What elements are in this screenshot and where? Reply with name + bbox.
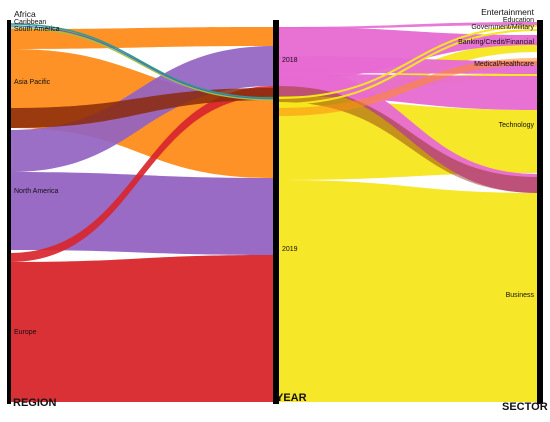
flow-2018-banking-orange (278, 58, 538, 116)
axis-bars (7, 20, 543, 404)
region-label-caribbean: Caribbean (14, 19, 46, 26)
flow-2018-entertainment (278, 22, 538, 29)
flow-2019-technology (278, 100, 538, 180)
flow-2018-business-dark (278, 86, 538, 193)
region-label-north-america: North America (14, 188, 58, 195)
axis-title-sector: SECTOR (502, 401, 548, 413)
region-axis-bar (7, 20, 11, 404)
flow-2018-education-line (277, 25, 539, 99)
sector-label-medical: Medical/Healthcare (474, 61, 534, 68)
axis-title-year: YEAR (276, 392, 307, 404)
flow-europe-2019 (10, 255, 274, 402)
flow-north-america-2019 (10, 172, 274, 255)
year-axis-bar (273, 20, 279, 404)
year-label-2018: 2018 (282, 57, 298, 64)
region-labels: Africa Caribbean South America Asia Paci… (14, 9, 60, 336)
flow-2018-business-2 (278, 66, 538, 193)
sector-labels: Entertainment Education Government/Milit… (458, 7, 535, 299)
sector-label-business: Business (506, 292, 535, 299)
sector-label-education: Education (503, 17, 534, 24)
flow-2019-government-line (277, 29, 539, 105)
flow-africa-2018 (9, 23, 275, 99)
flow-asia-pacific-2018-dark (10, 88, 274, 128)
flow-europe-2018 (10, 86, 274, 262)
flow-2019-business (278, 180, 538, 402)
region-label-asia-pacific: Asia Pacific (14, 79, 51, 86)
flows (9, 22, 539, 402)
year-labels: 2018 2019 (282, 57, 298, 253)
sector-label-government-military: Government/Military (471, 24, 534, 31)
region-label-europe: Europe (14, 329, 37, 336)
flow-south-america-2018 (9, 27, 275, 101)
year-label-2019: 2019 (282, 246, 298, 253)
region-label-south-america: South America (14, 26, 60, 33)
sector-label-technology: Technology (499, 122, 535, 129)
sector-axis-bar (537, 20, 543, 404)
sector-label-banking: Banking/Credit/Financial (458, 39, 534, 46)
axis-titles: REGION YEAR SECTOR (13, 392, 548, 413)
flow-caribbean-2018 (9, 25, 275, 100)
sector-label-entertainment: Entertainment (481, 7, 535, 17)
axis-title-region: REGION (13, 397, 56, 409)
region-label-africa: Africa (14, 9, 36, 19)
